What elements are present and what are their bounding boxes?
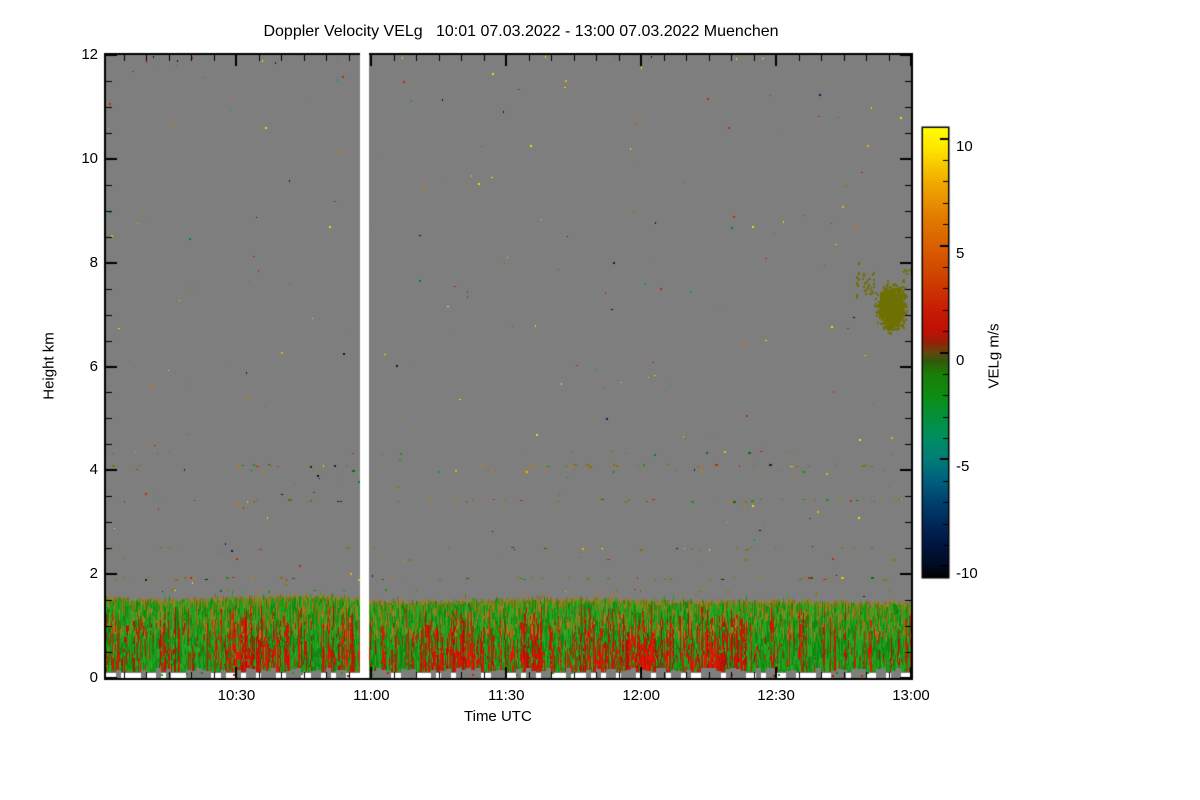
colorbar-tick-label: 0 xyxy=(956,351,965,369)
colorbar-tick-label: 5 xyxy=(956,244,965,262)
colorbar-tick-label: -5 xyxy=(956,458,970,476)
y-tick-label: 0 xyxy=(89,669,98,686)
y-tick-label: 6 xyxy=(89,357,98,375)
y-tick-label: 2 xyxy=(89,565,98,583)
x-tick-label: 12:00 xyxy=(622,687,660,704)
x-tick-label: 13:00 xyxy=(892,687,930,704)
x-tick-label: 11:30 xyxy=(488,687,525,704)
y-tick-label: 4 xyxy=(89,461,98,479)
chart-title: Doppler Velocity VELg 10:01 07.03.2022 -… xyxy=(263,23,779,40)
y-tick-label: 10 xyxy=(81,149,98,167)
x-axis-label: Time UTC xyxy=(464,708,532,725)
colorbar-tick-label: -10 xyxy=(956,565,978,583)
x-tick-label: 10:30 xyxy=(217,687,256,704)
x-tick-label: 11:00 xyxy=(353,687,390,704)
y-tick-label: 12 xyxy=(81,46,98,63)
y-tick-label: 8 xyxy=(89,253,98,271)
colorbar-tick-label: 10 xyxy=(956,137,973,155)
x-tick-label: 12:30 xyxy=(757,687,795,704)
